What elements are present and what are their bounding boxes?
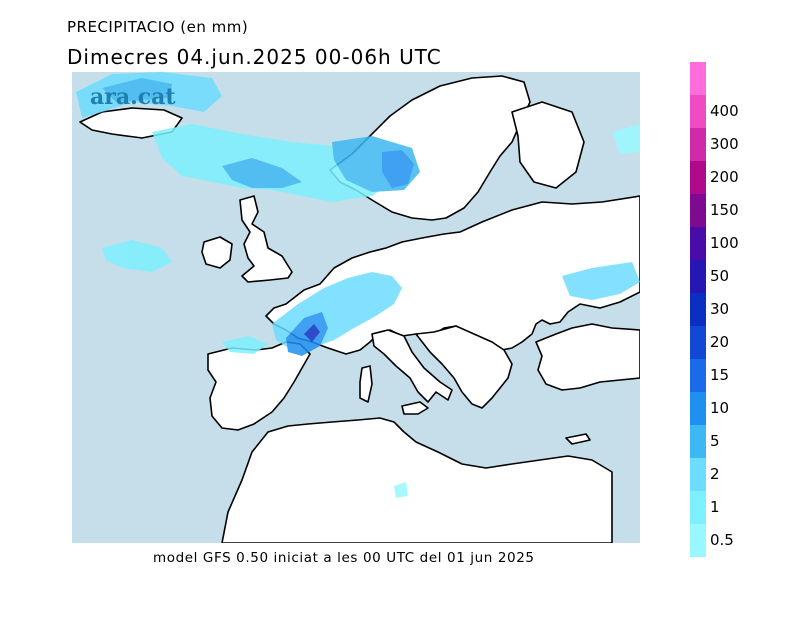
land-north-africa: [221, 417, 613, 543]
legend-swatch: [690, 392, 706, 425]
legend-swatch: [690, 425, 706, 458]
legend-swatch: [690, 491, 706, 524]
legend-label: 2: [710, 465, 720, 483]
land-ireland: [201, 236, 233, 269]
legend-swatch: [690, 95, 706, 128]
aracat-logo: ara.cat: [90, 84, 176, 110]
land-sicily: [401, 401, 429, 415]
land-finland: [511, 101, 585, 189]
precip-gulf-lion-core: [304, 324, 320, 342]
legend-label: 1: [710, 498, 720, 516]
precip-iceland-core: [102, 78, 172, 102]
land-britain: [239, 195, 293, 283]
legend-label: 150: [710, 201, 739, 219]
precip-biscay: [222, 336, 268, 354]
legend-label: 30: [710, 300, 730, 318]
precipitation-map: ara.cat: [72, 72, 640, 543]
precip-atlantic-band: [152, 124, 392, 202]
land-sardinia: [359, 365, 373, 403]
legend-swatch: [690, 260, 706, 293]
legend-label: 300: [710, 135, 739, 153]
land-iberia: [207, 341, 311, 431]
land-iceland: [79, 107, 183, 139]
legend-label: 0.5: [710, 531, 734, 549]
legend-label: 200: [710, 168, 739, 186]
land-italy: [371, 329, 453, 403]
precip-atlantic-core: [222, 158, 302, 188]
precip-n-africa: [394, 482, 408, 498]
legend-label: 400: [710, 102, 739, 120]
model-info-footer: model GFS 0.50 iniciat a les 00 UTC del …: [153, 550, 535, 566]
precip-black-sea-north: [562, 262, 640, 300]
legend-swatch: [690, 194, 706, 227]
legend-swatch: [690, 524, 706, 557]
precipitation-areas: [76, 72, 640, 498]
legend-swatch: [690, 62, 706, 95]
land-turkey: [535, 323, 640, 391]
legend-swatch: [690, 161, 706, 194]
legend-swatch: [690, 293, 706, 326]
legend-label: 100: [710, 234, 739, 252]
land-cyprus: [565, 433, 591, 445]
legend-label: 10: [710, 399, 730, 417]
legend-label: 20: [710, 333, 730, 351]
precip-scandinavia-core: [382, 150, 414, 188]
legend-swatch: [690, 326, 706, 359]
legend-label: 50: [710, 267, 730, 285]
legend-swatch: [690, 359, 706, 392]
legend-swatch: [690, 458, 706, 491]
map-title: PRECIPITACIO (en mm): [67, 18, 249, 36]
land-balkans: [415, 325, 513, 409]
map-subtitle: Dimecres 04.jun.2025 00-06h UTC: [67, 45, 442, 69]
legend-label: 15: [710, 366, 730, 384]
legend-swatch: [690, 227, 706, 260]
precip-west-ireland: [102, 240, 172, 272]
legend-swatch: [690, 128, 706, 161]
legend-label: 5: [710, 432, 720, 450]
precip-east: [612, 124, 640, 154]
